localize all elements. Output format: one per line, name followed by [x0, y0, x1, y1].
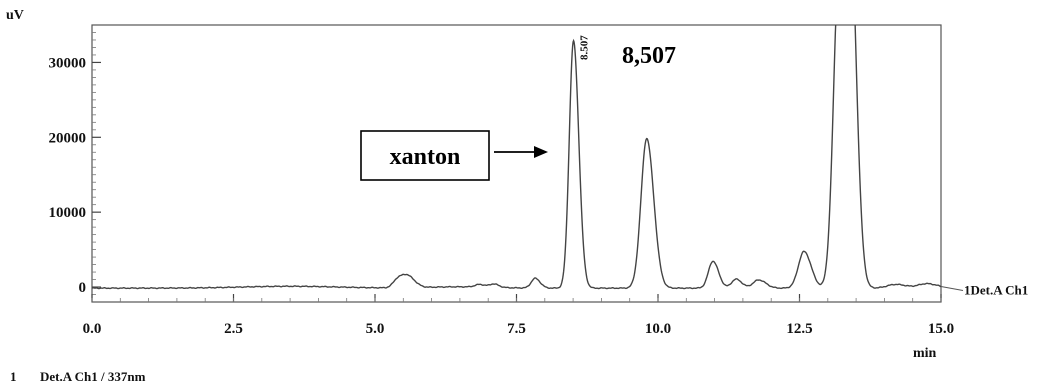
- x-tick-label: 15.0: [928, 321, 954, 337]
- x-unit-label: min: [913, 346, 937, 361]
- peak-label-small: 8.507: [578, 35, 590, 60]
- chart-trace: [92, 25, 941, 290]
- channel-label-leader: [940, 286, 964, 291]
- channel-label: 1Det.A Ch1: [964, 283, 1028, 298]
- chromatogram-line: [92, 25, 941, 290]
- x-tick-label: 0.0: [83, 321, 102, 337]
- x-tick-label: 12.5: [786, 321, 812, 337]
- peak-label-large: 8,507: [622, 43, 676, 69]
- x-tick-label: 10.0: [645, 321, 671, 337]
- chart-axes: uV min 0 10000 20000 30000 0.0 2.5 5.0 7.5 10.0 12.…: [6, 8, 954, 361]
- plot-frame: [91, 24, 942, 303]
- y-tick-label: 10000: [49, 205, 87, 221]
- annotation-box: [360, 130, 490, 181]
- x-tick-label: 7.5: [507, 321, 526, 337]
- x-tick-label: 5.0: [366, 321, 385, 337]
- y-unit-label: uV: [6, 8, 24, 23]
- annotation-arrow-head: [534, 146, 548, 158]
- y-tick-label: 20000: [49, 130, 87, 146]
- footer-detector-label: Det.A Ch1 / 337nm: [40, 369, 146, 384]
- x-tick-label: 2.5: [224, 321, 243, 337]
- chart-annotations: 1Det.A Ch1 8.507 8,507 xanton 1 Det.A Ch1 / 3…: [10, 35, 1028, 384]
- y-tick-label: 0: [79, 280, 87, 296]
- annotation-box-label: xanton: [390, 144, 461, 170]
- y-tick-label: 30000: [49, 55, 87, 71]
- footer-index: 1: [10, 369, 17, 384]
